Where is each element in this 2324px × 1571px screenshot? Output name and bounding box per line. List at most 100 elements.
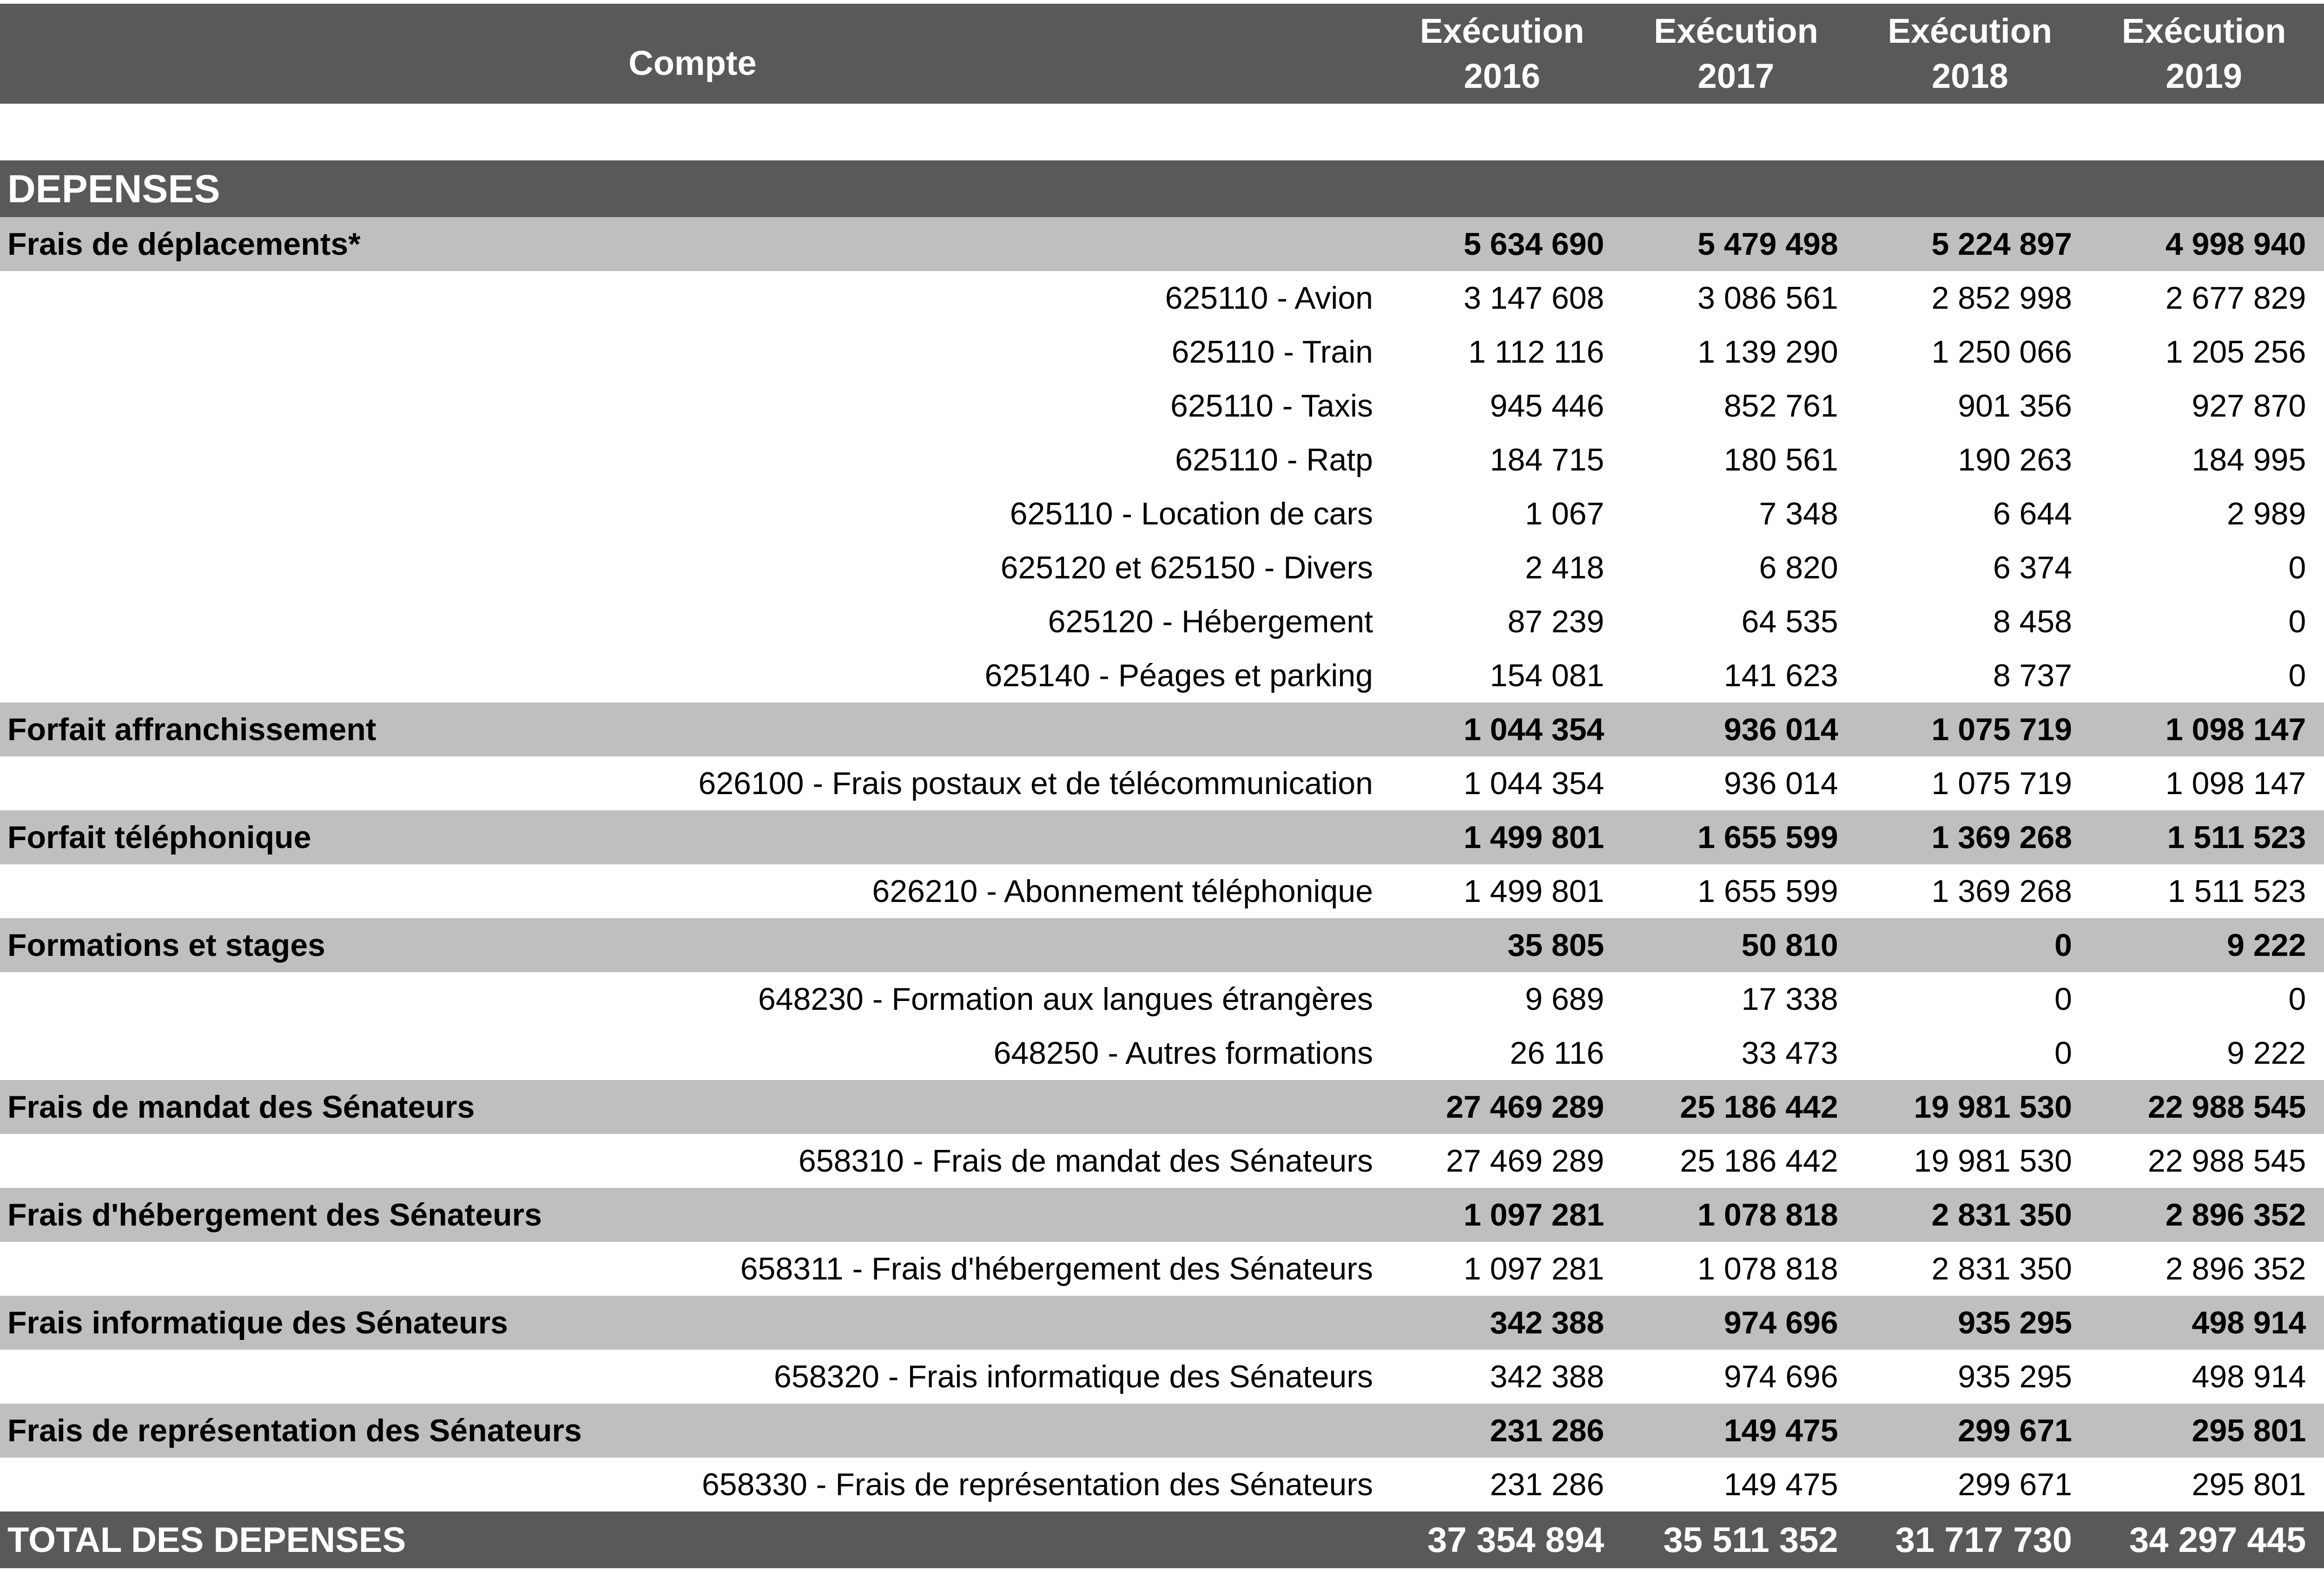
execution-label: Exécution bbox=[1419, 12, 1585, 51]
value-2019: 1 098 147 bbox=[2165, 766, 2306, 801]
total-value-2017: 35 511 352 bbox=[1663, 1520, 1838, 1560]
value-2017: 50 810 bbox=[1741, 928, 1838, 963]
value-2016: 1 097 281 bbox=[1463, 1251, 1604, 1286]
value-2016: 1 499 801 bbox=[1463, 820, 1604, 855]
category-row: Forfait téléphonique 1 499 801 1 655 599 1 … bbox=[0, 810, 2324, 864]
value-2016: 27 469 289 bbox=[1446, 1143, 1604, 1179]
value-2018: 0 bbox=[2054, 981, 2072, 1017]
value-2016: 1 097 281 bbox=[1463, 1197, 1604, 1233]
value-2020: 1 102 147 bbox=[2321, 1359, 2324, 1395]
value-2018: 8 458 bbox=[1993, 604, 2072, 639]
value-2020: 1 446 456 bbox=[2321, 280, 2324, 316]
detail-row: 625110 - Location de cars 1 067 7 348 6 644… bbox=[0, 487, 2324, 541]
detail-row: 625120 et 625150 - Divers 2 418 6 820 6 374… bbox=[0, 541, 2324, 595]
column-header-compte: Compte bbox=[628, 44, 757, 82]
value-2020: 0 bbox=[2321, 603, 2324, 640]
account-label: 626100 - Frais postaux et de télécommuni… bbox=[698, 766, 1373, 801]
column-header-execution-2020: Exécution2020 bbox=[2321, 9, 2324, 98]
value-2018: 190 263 bbox=[1958, 442, 2072, 477]
value-2020: 0 bbox=[2321, 981, 2324, 1017]
value-2020: 288 891 bbox=[2321, 1466, 2324, 1503]
value-2019: 9 222 bbox=[2227, 928, 2306, 963]
value-2017: 936 014 bbox=[1723, 712, 1838, 747]
value-2018: 299 671 bbox=[1958, 1413, 2072, 1448]
column-header-execution-2017: Exécution 2017 bbox=[1619, 9, 1853, 98]
detail-row: 658330 - Frais de représentation des Sén… bbox=[0, 1458, 2324, 1511]
value-2019: 295 801 bbox=[2192, 1413, 2306, 1448]
value-2018: 935 295 bbox=[1958, 1359, 2072, 1394]
account-label: 625120 - Hébergement bbox=[1048, 604, 1373, 639]
value-2017: 3 086 561 bbox=[1697, 280, 1838, 316]
total-row: TOTAL DES DEPENSES 37 354 894 35 511 352 3… bbox=[0, 1511, 2324, 1568]
detail-row: 625110 - Avion 3 147 608 3 086 561 2 852 99… bbox=[0, 271, 2324, 325]
table-header-row: Compte Exécution 2016 Exécution 2017 Exécuti… bbox=[0, 4, 2324, 104]
account-label: Frais de représentation des Sénateurs bbox=[7, 1413, 582, 1448]
value-2016: 231 286 bbox=[1490, 1467, 1604, 1502]
category-row: Frais de déplacements* 5 634 690 5 479 498… bbox=[0, 217, 2324, 271]
value-2016: 154 081 bbox=[1490, 658, 1604, 693]
value-2018: 6 644 bbox=[1993, 496, 2072, 531]
table-body: Frais de déplacements* 5 634 690 5 479 498… bbox=[0, 217, 2324, 1511]
value-2016: 27 469 289 bbox=[1446, 1089, 1604, 1125]
total-label: TOTAL DES DEPENSES bbox=[7, 1520, 406, 1560]
value-2019: 2 677 829 bbox=[2165, 280, 2306, 316]
value-2017: 64 535 bbox=[1741, 604, 1838, 639]
value-2019: 498 914 bbox=[2192, 1359, 2306, 1394]
value-2016: 1 112 116 bbox=[1468, 334, 1604, 370]
value-2020: 288 891 bbox=[2321, 1412, 2324, 1449]
value-2020: 0 bbox=[2321, 550, 2324, 586]
value-2017: 1 655 599 bbox=[1697, 874, 1838, 909]
value-2018: 299 671 bbox=[1958, 1467, 2072, 1502]
value-2016: 342 388 bbox=[1490, 1305, 1604, 1340]
total-value-2016: 37 354 894 bbox=[1427, 1520, 1604, 1560]
detail-row: 648230 - Formation aux langues étrangère… bbox=[0, 972, 2324, 1026]
value-2019: 0 bbox=[2288, 604, 2306, 639]
value-2017: 25 186 442 bbox=[1680, 1089, 1838, 1125]
value-2020: 620 661 bbox=[2321, 388, 2324, 424]
account-label: 625120 et 625150 - Divers bbox=[1000, 550, 1373, 585]
value-2017: 7 348 bbox=[1759, 496, 1838, 531]
header-gap bbox=[0, 104, 2324, 160]
execution-label: Exécution bbox=[1654, 12, 1818, 51]
value-2016: 3 147 608 bbox=[1463, 280, 1604, 316]
account-label: 658311 - Frais d'hébergement des Sénateu… bbox=[740, 1251, 1373, 1286]
value-2016: 945 446 bbox=[1490, 388, 1604, 424]
value-2018: 1 250 066 bbox=[1931, 334, 2072, 370]
value-2018: 935 295 bbox=[1958, 1305, 2072, 1340]
detail-row: 626100 - Frais postaux et de télécommuni… bbox=[0, 756, 2324, 810]
value-2017: 974 696 bbox=[1723, 1359, 1838, 1394]
value-2017: 1 139 290 bbox=[1697, 334, 1838, 370]
account-label: 626210 - Abonnement téléphonique bbox=[872, 874, 1373, 909]
execution-label: Exécution bbox=[2321, 9, 2324, 53]
value-2018: 1 075 719 bbox=[1931, 766, 2072, 801]
category-row: Formations et stages 35 805 50 810 0 9 222 15… bbox=[0, 918, 2324, 972]
value-2019: 498 914 bbox=[2192, 1305, 2306, 1340]
account-label: 658310 - Frais de mandat des Sénateurs bbox=[798, 1143, 1373, 1179]
account-label: 648230 - Formation aux langues étrangère… bbox=[758, 981, 1373, 1017]
value-2018: 19 981 530 bbox=[1914, 1089, 2072, 1125]
account-label: Frais de déplacements* bbox=[7, 226, 361, 262]
detail-row: 658311 - Frais d'hébergement des Sénateu… bbox=[0, 1242, 2324, 1296]
value-2018: 2 852 998 bbox=[1931, 280, 2072, 316]
value-2017: 17 338 bbox=[1741, 981, 1838, 1017]
value-2017: 936 014 bbox=[1723, 766, 1838, 801]
value-2019: 184 995 bbox=[2192, 442, 2306, 477]
column-header-execution-2019: Exécution 2019 bbox=[2087, 9, 2321, 98]
column-header-execution-2016: Exécution 2016 bbox=[1385, 9, 1619, 98]
value-2016: 342 388 bbox=[1490, 1359, 1604, 1394]
value-2020: 2 454 688 bbox=[2321, 1197, 2324, 1233]
value-2016: 26 116 bbox=[1510, 1035, 1604, 1071]
value-2019: 1 205 256 bbox=[2165, 334, 2306, 370]
value-2019: 9 222 bbox=[2227, 1035, 2306, 1071]
value-2016: 184 715 bbox=[1490, 442, 1604, 477]
execution-year: 2016 bbox=[1464, 56, 1540, 95]
value-2020: 1 383 154 bbox=[2321, 873, 2324, 909]
category-row: Frais de représentation des Sénateurs 231… bbox=[0, 1404, 2324, 1458]
value-2019: 2 896 352 bbox=[2165, 1251, 2306, 1286]
value-2020: 15 540 bbox=[2321, 1035, 2324, 1071]
value-2016: 9 689 bbox=[1525, 981, 1604, 1017]
account-label: Formations et stages bbox=[7, 928, 325, 963]
account-label: 625110 - Avion bbox=[1165, 280, 1373, 316]
account-label: 658330 - Frais de représentation des Sén… bbox=[701, 1467, 1373, 1502]
